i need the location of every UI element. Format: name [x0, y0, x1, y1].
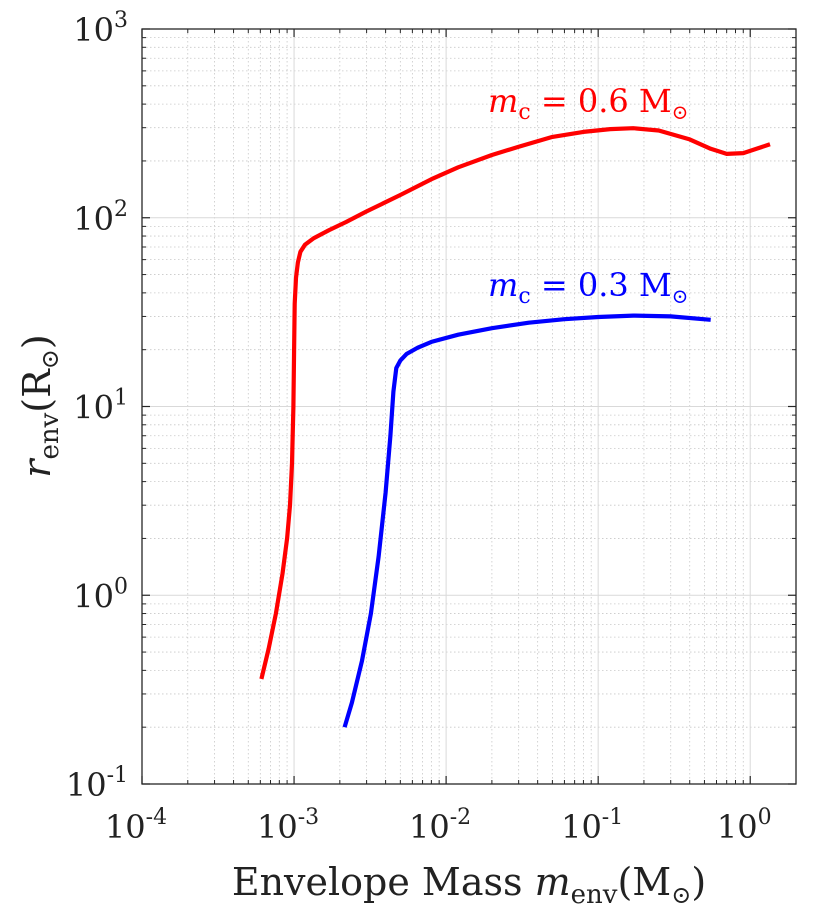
series-line-0 [259, 126, 771, 680]
y-axis-title-unit: (R [15, 368, 59, 413]
x-tick-label-base: 10 [257, 808, 298, 846]
x-tick-labels: 10-4 10-3 10-2 10-1 100 [105, 805, 772, 846]
x-tick-label-base: 10 [409, 808, 450, 846]
y-tick-label-exp: 2 [114, 197, 128, 222]
x-axis-title-text: Envelope Mass [232, 860, 535, 904]
y-axis-title-close: ) [15, 334, 59, 349]
y-axis-title-sub: env [35, 412, 65, 459]
x-tick-label: 10-4 [105, 805, 167, 846]
y-tick-label: 100 [73, 574, 128, 615]
y-axis-title-sun: ⊙ [36, 349, 64, 369]
y-tick-label: 102 [73, 197, 128, 238]
x-tick-label-exp: -2 [450, 805, 471, 830]
series-label-red-var: m [488, 82, 518, 120]
y-tick-label-base: 10 [73, 200, 114, 238]
x-tick-label-exp: 0 [758, 805, 772, 830]
series-layer [259, 126, 771, 728]
x-axis-title-sun: ⊙ [671, 881, 691, 909]
series-label-red-sub: c [518, 100, 530, 125]
y-tick-label-base: 10 [73, 11, 114, 49]
y-axis-title: renv(R⊙) [15, 334, 65, 477]
x-tick-label-base: 10 [717, 808, 758, 846]
y-tick-label: 10-1 [66, 763, 128, 804]
x-axis-title-unit: (M [617, 860, 671, 904]
x-tick-label: 10-3 [257, 805, 319, 846]
x-tick-label: 10-1 [561, 805, 623, 846]
y-tick-label: 101 [73, 386, 128, 427]
y-tick-label-exp: -1 [107, 763, 128, 788]
series-label-red: mc = 0.6 M⊙ [488, 82, 688, 125]
x-tick-label-exp: -4 [146, 805, 167, 830]
series-line-1 [342, 313, 711, 728]
x-tick-label-base: 10 [105, 808, 146, 846]
series-label-red-sun: ⊙ [672, 100, 689, 124]
series-label-blue: mc = 0.3 M⊙ [488, 266, 688, 309]
series-label-blue-sub: c [518, 284, 530, 309]
series-label-blue-sun: ⊙ [672, 284, 689, 308]
y-tick-label-exp: 0 [114, 574, 128, 599]
x-tick-label-exp: -3 [298, 805, 319, 830]
y-tick-label-exp: 3 [114, 8, 128, 33]
x-axis-title-var: m [535, 860, 571, 904]
tick-marks [141, 28, 797, 785]
x-tick-label: 100 [717, 805, 772, 846]
x-axis-title: Envelope Mass menv(M⊙) [232, 860, 706, 910]
y-tick-label-exp: 1 [114, 386, 128, 411]
y-tick-label-base: 10 [73, 389, 114, 427]
x-tick-label-exp: -1 [602, 805, 623, 830]
series-label-blue-eq: = 0.3 M [531, 266, 672, 304]
y-tick-label: 103 [73, 8, 128, 49]
x-tick-label: 10-2 [409, 805, 471, 846]
x-axis-title-close: ) [691, 860, 706, 904]
series-label-red-eq: = 0.6 M [531, 82, 672, 120]
x-tick-label-base: 10 [561, 808, 602, 846]
x-axis-title-sub: env [571, 880, 618, 910]
y-tick-label-base: 10 [66, 766, 107, 804]
series-label-blue-var: m [488, 266, 518, 304]
y-axis-title-var: r [15, 457, 59, 478]
y-tick-label-base: 10 [73, 577, 114, 615]
